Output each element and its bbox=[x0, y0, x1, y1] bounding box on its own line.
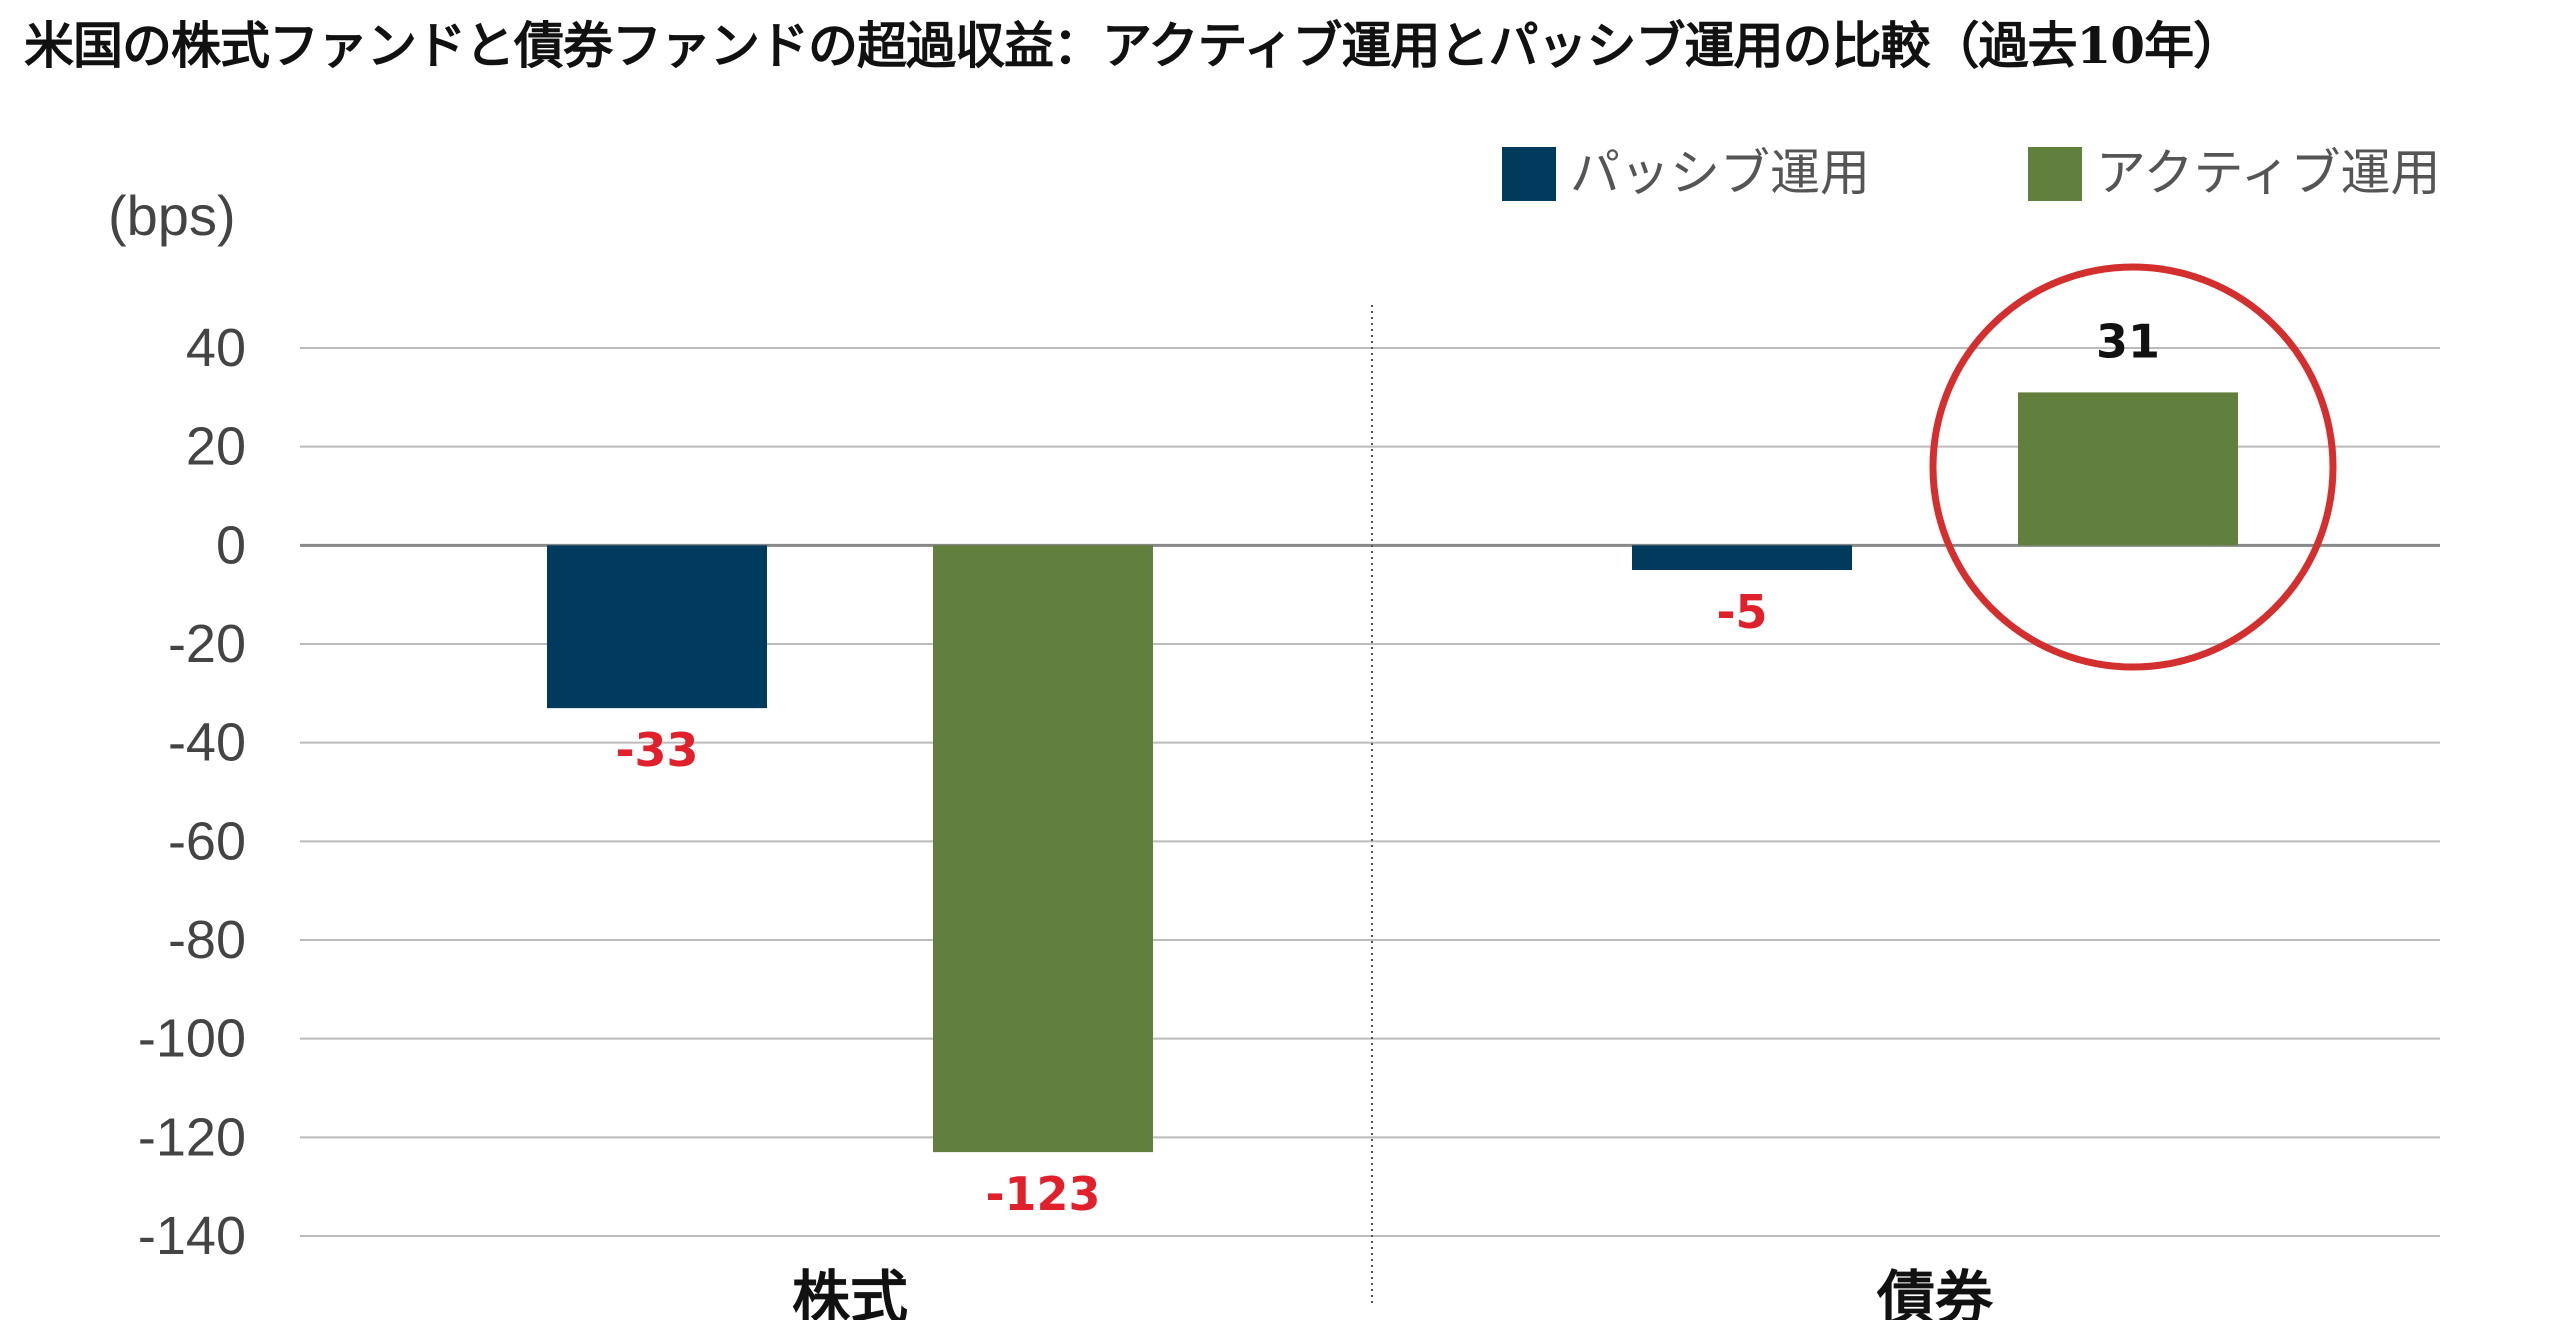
data-label: -33 bbox=[615, 723, 698, 777]
chart-title: 米国の株式ファンドと債券ファンドの超過収益：アクティブ運用とパッシブ運用の比較（… bbox=[24, 16, 2243, 75]
data-label: -123 bbox=[985, 1167, 1100, 1221]
legend-swatch bbox=[1502, 147, 1556, 201]
data-label: -5 bbox=[1716, 585, 1767, 639]
y-tick-label: 40 bbox=[186, 318, 246, 378]
y-tick-label: -140 bbox=[138, 1206, 246, 1266]
x-category-label: 債券 bbox=[1876, 1264, 1994, 1320]
y-tick-label: -120 bbox=[138, 1107, 246, 1167]
legend-label: アクティブ運用 bbox=[2096, 144, 2441, 202]
x-category-label: 株式 bbox=[792, 1264, 908, 1320]
y-tick-label: 0 bbox=[216, 515, 246, 575]
y-axis-unit-label: (bps) bbox=[108, 184, 236, 247]
y-tick-label: -60 bbox=[168, 811, 246, 871]
y-tick-label: -40 bbox=[168, 713, 246, 773]
highlight bbox=[1929, 263, 2337, 671]
highlight-circle bbox=[1929, 263, 2337, 671]
data-labels: -33 -5 -123 31 bbox=[615, 314, 2160, 1221]
x-axis-categories: 株式 債券 bbox=[792, 1264, 1994, 1320]
data-label: 31 bbox=[2096, 314, 2160, 368]
bar bbox=[1632, 545, 1852, 570]
bars bbox=[547, 392, 2238, 1153]
legend: パッシブ運用 アクティブ運用 bbox=[1502, 144, 2441, 202]
y-tick-label: -20 bbox=[168, 614, 246, 674]
y-axis-ticks: 40 20 0 -20 -40 -60 -80 -100 -120 -140 bbox=[138, 318, 246, 1266]
bar bbox=[933, 545, 1153, 1153]
y-tick-label: 20 bbox=[186, 417, 246, 477]
bar bbox=[2018, 392, 2238, 546]
y-tick-label: -80 bbox=[168, 910, 246, 970]
legend-swatch bbox=[2028, 147, 2082, 201]
legend-label: パッシブ運用 bbox=[1570, 144, 1870, 202]
y-tick-label: -100 bbox=[138, 1009, 246, 1069]
bar bbox=[547, 545, 767, 709]
